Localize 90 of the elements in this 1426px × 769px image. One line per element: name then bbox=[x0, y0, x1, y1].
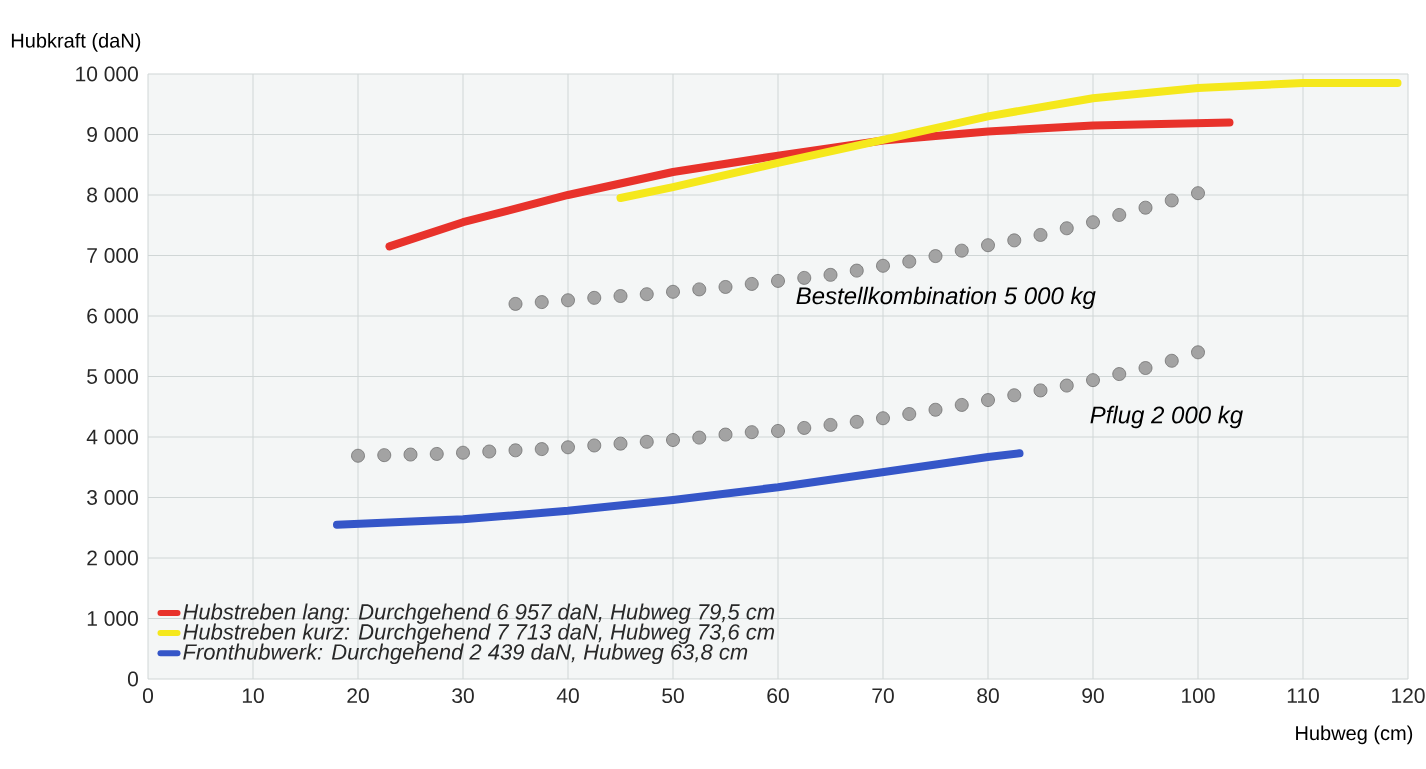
x-tick-label: 110 bbox=[1287, 688, 1319, 704]
point bbox=[797, 421, 812, 435]
point bbox=[429, 447, 444, 461]
y-tick-label: 3 000 bbox=[87, 490, 138, 505]
point bbox=[744, 425, 759, 440]
y-tick-label: 0 bbox=[127, 671, 138, 687]
series-label: Bestellkombination 5 000 kg bbox=[796, 286, 1096, 310]
point bbox=[823, 267, 838, 282]
point bbox=[692, 282, 707, 297]
point bbox=[823, 417, 838, 432]
point bbox=[744, 277, 759, 291]
point bbox=[954, 243, 969, 258]
y-tick-label: 6 000 bbox=[87, 308, 138, 324]
x-tick-label: 20 bbox=[347, 688, 369, 704]
point bbox=[1164, 353, 1179, 368]
y-tick-label: 9 000 bbox=[87, 127, 138, 142]
x-tick-label: 120 bbox=[1392, 688, 1425, 704]
point bbox=[351, 448, 365, 463]
x-tick-label: 10 bbox=[242, 688, 264, 704]
x-tick-label: 50 bbox=[662, 688, 684, 704]
point bbox=[613, 289, 628, 303]
x-axis-title: Hubweg (cm) bbox=[1296, 725, 1413, 745]
point bbox=[1191, 186, 1205, 201]
x-tick-label: 60 bbox=[767, 688, 789, 704]
point bbox=[718, 280, 733, 294]
point bbox=[849, 263, 864, 278]
point bbox=[1164, 193, 1179, 208]
x-tick-label: 100 bbox=[1182, 688, 1215, 704]
point bbox=[849, 414, 864, 429]
legend-label: Hubstreben lang: Durchgehend 6 957 daN, Hubweg 79,5 cm bbox=[183, 603, 775, 624]
point bbox=[456, 445, 470, 460]
point bbox=[981, 393, 995, 407]
point bbox=[692, 430, 707, 445]
point bbox=[587, 438, 602, 453]
point bbox=[771, 274, 785, 288]
point bbox=[902, 407, 917, 421]
y-tick-label: 5 000 bbox=[87, 369, 138, 384]
point bbox=[639, 434, 654, 449]
y-tick-label: 1 000 bbox=[87, 611, 138, 626]
point bbox=[482, 444, 497, 459]
point bbox=[928, 402, 943, 417]
x-tick-label: 90 bbox=[1082, 688, 1104, 704]
point bbox=[1007, 233, 1022, 248]
point bbox=[403, 447, 418, 462]
y-tick-label: 7 000 bbox=[87, 248, 138, 263]
point bbox=[508, 296, 523, 311]
point bbox=[771, 424, 785, 438]
point bbox=[954, 398, 969, 412]
point bbox=[1112, 208, 1127, 222]
point bbox=[639, 287, 654, 302]
point bbox=[1033, 383, 1048, 398]
point bbox=[561, 293, 575, 308]
point bbox=[876, 411, 890, 426]
y-axis-title: Hubkraft (daN) bbox=[11, 33, 141, 52]
x-tick-label: 40 bbox=[556, 688, 579, 704]
point bbox=[1191, 345, 1205, 360]
point bbox=[1138, 361, 1153, 375]
point bbox=[561, 440, 575, 455]
y-tick-label: 4 000 bbox=[86, 429, 138, 445]
point bbox=[1059, 378, 1074, 393]
point bbox=[587, 290, 602, 305]
point bbox=[928, 249, 943, 263]
point bbox=[718, 427, 733, 442]
point bbox=[1007, 388, 1022, 403]
y-tick-label: 10 000 bbox=[76, 66, 138, 82]
legend-label: Fronthubwerk: Durchgehend 2 439 daN, Hubweg 63,8 cm bbox=[183, 643, 748, 665]
x-tick-label: 70 bbox=[872, 688, 894, 704]
point bbox=[1086, 373, 1100, 388]
point bbox=[1112, 367, 1127, 381]
point bbox=[981, 238, 995, 253]
point bbox=[534, 442, 549, 456]
x-tick-label: 0 bbox=[142, 688, 154, 704]
point bbox=[1059, 221, 1074, 236]
point bbox=[1033, 228, 1048, 242]
y-tick-label: 2 000 bbox=[87, 550, 138, 566]
point bbox=[377, 448, 392, 463]
point bbox=[902, 254, 917, 269]
point bbox=[797, 270, 812, 285]
point bbox=[876, 258, 890, 273]
x-tick-label: 80 bbox=[977, 688, 999, 704]
series-label: Pflug 2 000 kg bbox=[1090, 405, 1243, 429]
point bbox=[666, 433, 680, 447]
point bbox=[534, 295, 549, 309]
point bbox=[1086, 215, 1100, 230]
point bbox=[508, 443, 523, 458]
x-tick-label: 30 bbox=[452, 688, 474, 704]
point bbox=[1138, 200, 1153, 215]
y-tick-label: 8 000 bbox=[87, 187, 138, 203]
point bbox=[613, 436, 628, 451]
point bbox=[666, 284, 680, 299]
